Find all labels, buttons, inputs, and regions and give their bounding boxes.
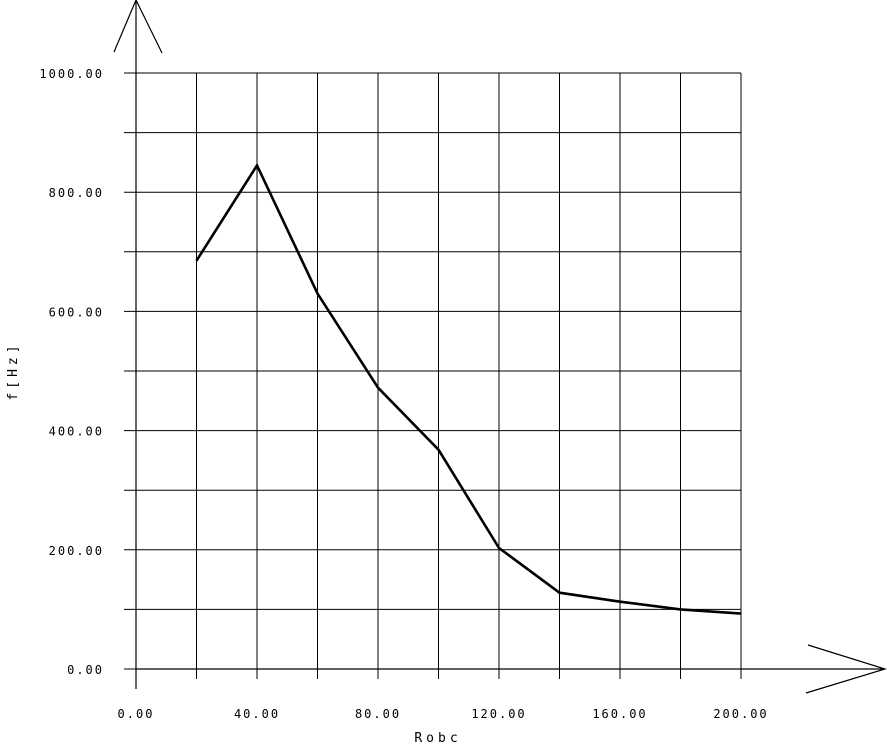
y-tick-label: 800.00 (49, 186, 104, 200)
x-tick-label: 80.00 (355, 707, 401, 721)
series-line (195, 162, 742, 615)
y-tick-label: 600.00 (49, 305, 104, 319)
axes (113, 0, 887, 694)
y-axis-title: f[Hz] (6, 341, 21, 400)
x-tick-label: 40.00 (234, 707, 280, 721)
grid (124, 72, 742, 679)
x-tick-label: 200.00 (713, 707, 768, 721)
y-tick-label: 200.00 (49, 544, 104, 558)
x-axis-title: Robc (414, 731, 461, 746)
y-tick-label: 400.00 (49, 425, 104, 439)
x-tick-label: 120.00 (471, 707, 526, 721)
y-axis-arrow (113, 0, 163, 689)
x-tick-label: 160.00 (592, 707, 647, 721)
x-tick-label: 0.00 (118, 707, 155, 721)
y-tick-label: 1000.00 (39, 67, 104, 81)
y-tick-label: 0.00 (67, 663, 104, 677)
tick-labels: 0.00 40.00 80.00 120.00 160.00 200.00 0.00 200.… (39, 67, 768, 721)
series (195, 162, 742, 615)
x-axis-arrow (136, 644, 887, 694)
